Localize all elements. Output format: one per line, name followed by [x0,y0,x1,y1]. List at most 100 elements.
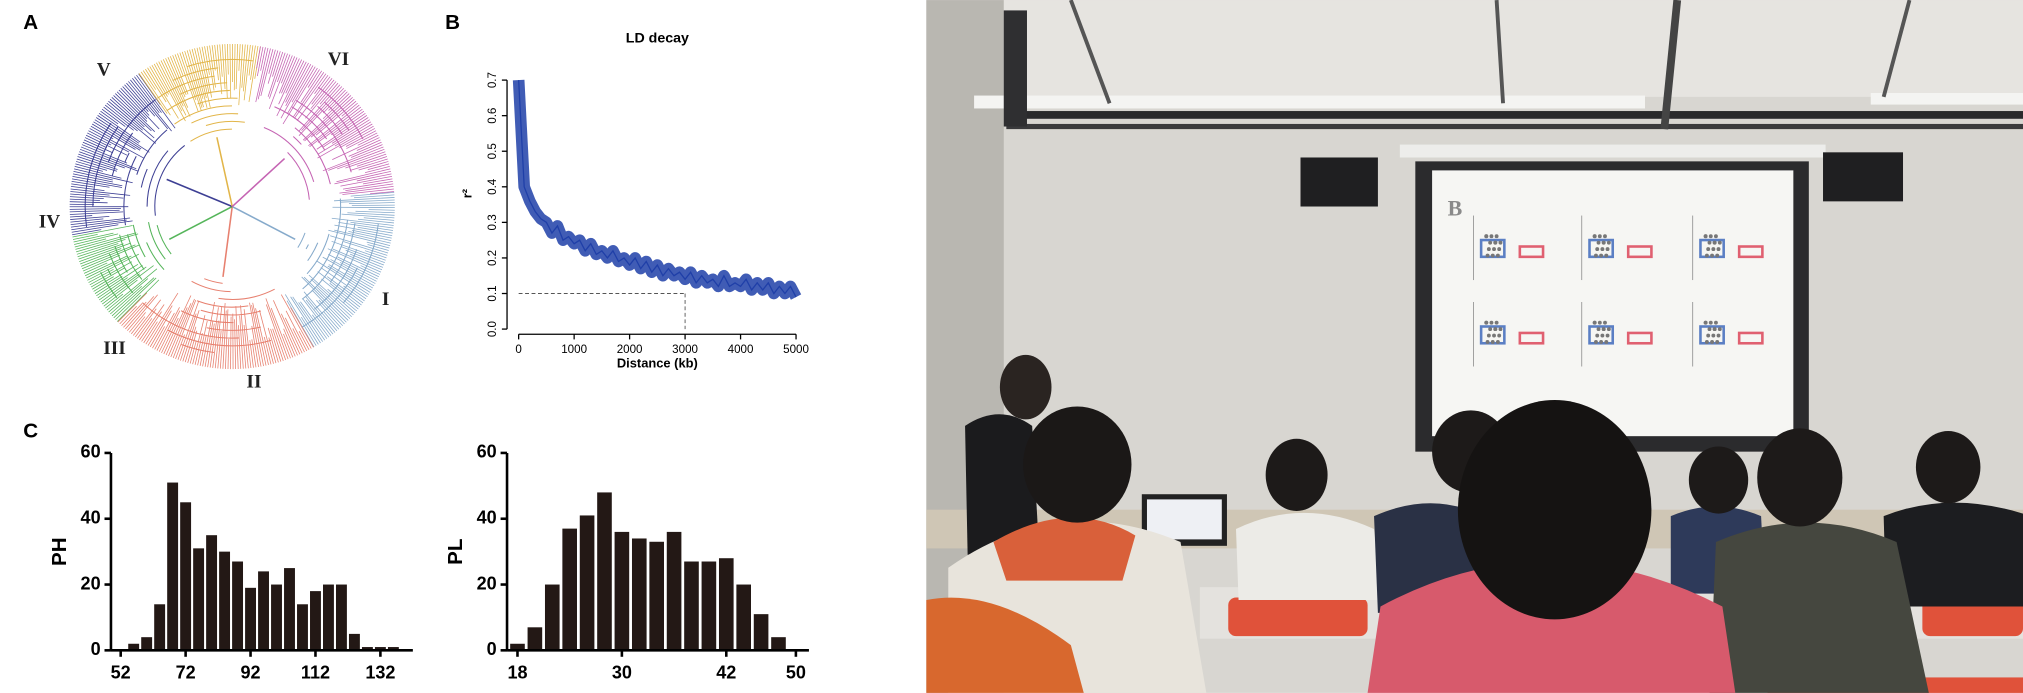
leaf [357,226,393,234]
slide-dot [1490,340,1495,344]
leaf [356,173,392,182]
bar [753,614,769,651]
student-head [1915,431,1981,504]
leaf [206,45,215,91]
leaf [145,292,179,345]
branch [295,99,352,173]
slide-dot [1703,234,1708,239]
leaf [322,93,350,120]
leaf [242,44,249,92]
bar [387,647,399,651]
leaf [71,180,110,188]
leaf [340,175,393,187]
leaf [194,48,207,99]
leaf [82,254,121,272]
leaf [257,48,271,100]
leaf [343,285,365,302]
leaf [318,299,343,327]
chair [1228,597,1368,637]
slide-dot [1498,327,1503,332]
leaf [123,301,147,328]
leaf [350,221,394,229]
leaf [127,294,158,331]
branch [166,178,233,208]
leaf [331,110,365,136]
leaf [320,267,367,300]
leaf [184,50,203,108]
slide-dot [1592,320,1597,325]
leaf [151,64,169,95]
leaf [250,45,256,80]
leaf [158,61,187,116]
leaf [81,144,128,164]
branch [317,86,364,140]
clade-label: II [246,372,261,393]
leaf [108,278,149,313]
x-axis-label: Distance (kb) [617,355,698,370]
branch [307,242,319,262]
leaf [334,197,395,202]
slide-dot [1601,240,1606,245]
leaf [69,201,108,204]
branch [231,205,296,240]
leaf [283,333,294,358]
bar [245,587,256,651]
y-axis-label: PH [48,537,71,566]
leaf [268,54,291,110]
slide-dot [1599,253,1604,258]
leaf [345,153,387,169]
leaf [355,210,395,214]
leaf [339,128,376,149]
hanger [1494,0,1505,104]
leaf [322,146,384,172]
clade-label: I [382,289,390,310]
leaf [328,264,372,291]
leaf [330,235,389,254]
leaf [366,241,390,249]
leaf [310,79,335,110]
branch [166,89,230,112]
branch [218,288,275,300]
leaf [356,156,388,167]
branch [342,223,379,304]
leaf [169,56,187,95]
branch [107,268,112,276]
leaf [72,225,133,238]
leaf [347,283,368,298]
leaf [117,292,148,323]
leaf [77,156,118,170]
branch [190,128,232,142]
leaf [100,273,140,303]
leaf [328,91,348,111]
leaf [70,191,110,196]
bar [335,584,347,651]
leaf [241,44,246,88]
leaf [222,310,227,369]
bar [180,502,192,651]
leaf [94,275,123,294]
leaf [276,53,288,83]
pipe [1006,123,2023,130]
leaf [315,100,357,136]
leaf [341,213,395,219]
slide-dot [1712,240,1717,245]
presenter [965,414,1039,555]
bar [154,604,166,651]
leaf [70,216,110,220]
x-tick-label: 132 [365,662,395,682]
branch [305,244,309,250]
slide-dot [1488,240,1493,245]
leaf [141,311,162,342]
leaf [280,55,293,84]
bar [232,561,244,651]
leaf [207,323,215,368]
branch [84,122,112,227]
pipe [1003,10,1027,127]
leaf [367,163,390,171]
student-head [1265,438,1328,511]
slide-dot [1494,320,1499,325]
leaf [341,102,358,117]
leaf [349,253,384,268]
leaf [120,87,160,130]
leaf [115,294,142,320]
